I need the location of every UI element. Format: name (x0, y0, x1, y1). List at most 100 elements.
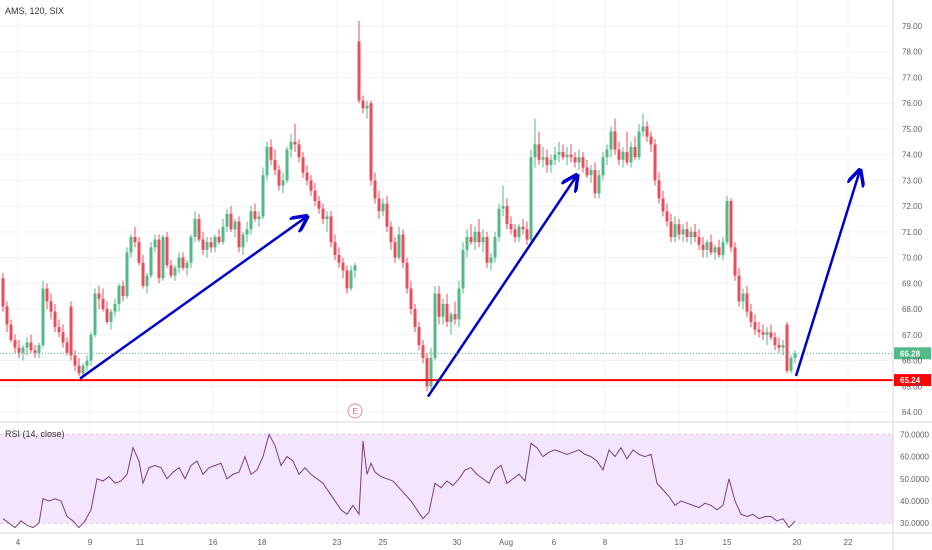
candle-up (489, 257, 493, 263)
candle-down (65, 342, 69, 353)
candle-down (733, 247, 737, 276)
candle-down (613, 131, 617, 150)
candle-up (621, 152, 625, 160)
candlestick-series (1, 20, 797, 392)
candle-down (345, 270, 349, 289)
rsi-line (2, 433, 796, 529)
candle-down (509, 224, 513, 230)
candle-up (517, 226, 521, 238)
candle-up (381, 203, 385, 212)
candle-down (69, 306, 73, 356)
candle-down (737, 275, 741, 302)
candle-up (641, 126, 645, 132)
candle-down (73, 355, 77, 366)
rsi-pane (2, 433, 796, 529)
time-tick-label: 30 (453, 538, 462, 547)
candle-down (33, 350, 37, 353)
candle-up (245, 229, 249, 235)
candle-down (297, 144, 301, 158)
candle-up (781, 345, 785, 348)
candle-up (285, 149, 289, 181)
candle-down (141, 262, 145, 286)
rsi-tick-label: 70.0000 (900, 430, 929, 439)
candle-down (685, 229, 689, 238)
candle-down (521, 226, 525, 230)
candle-down (357, 41, 361, 101)
candle-down (405, 262, 409, 289)
rsi-tick-label: 30.0000 (900, 519, 929, 528)
candle-up (465, 237, 469, 250)
candle-down (305, 172, 309, 181)
candle-down (45, 288, 49, 302)
candle-up (457, 288, 461, 320)
candle-down (453, 314, 457, 320)
candle-down (209, 242, 213, 248)
candle-down (341, 262, 345, 271)
candle-down (77, 365, 81, 374)
candle-down (485, 237, 489, 263)
candle-down (413, 309, 417, 328)
candle-down (133, 237, 137, 243)
candle-down (437, 293, 441, 317)
candle-down (401, 234, 405, 263)
trend-arrow (79, 216, 307, 380)
candle-down (409, 288, 413, 310)
candle-down (709, 242, 713, 253)
last-price-value: 66.28 (900, 349, 921, 358)
candle-up (21, 347, 25, 353)
price-tick-label: 65.00 (902, 382, 923, 391)
candle-down (525, 229, 529, 240)
candle-down (197, 219, 201, 240)
candle-up (161, 237, 165, 279)
candle-up (153, 239, 157, 248)
candle-down (717, 247, 721, 256)
candle-up (125, 252, 129, 297)
candle-down (301, 157, 305, 173)
candle-up (213, 237, 217, 248)
candle-up (189, 237, 193, 263)
candle-up (705, 242, 709, 250)
candle-up (501, 206, 505, 209)
candle-down (505, 206, 509, 225)
candle-up (37, 345, 41, 353)
drawing-annotations: 66.28 65.24 (0, 170, 931, 398)
candle-up (553, 154, 557, 160)
candle-up (241, 234, 245, 248)
candle-up (349, 270, 353, 289)
candle-down (373, 180, 377, 199)
candle-up (193, 219, 197, 238)
candle-down (97, 293, 101, 299)
candle-down (49, 301, 53, 312)
support-level-tag (894, 374, 931, 387)
candle-up (249, 211, 253, 230)
candle-up (85, 360, 89, 366)
candle-down (273, 159, 277, 171)
price-tick-label: 69.00 (902, 279, 923, 288)
candle-down (393, 242, 397, 258)
last-price-tag (894, 347, 931, 360)
earnings-marker-icon[interactable] (347, 403, 363, 419)
candle-up (589, 170, 593, 176)
candle-up (173, 267, 177, 276)
rsi-tick-label: 60.0000 (900, 453, 929, 462)
time-tick-label: 22 (844, 538, 853, 547)
candle-down (9, 324, 13, 340)
candle-up (689, 231, 693, 238)
candle-up (353, 265, 357, 271)
candle-down (13, 339, 17, 348)
candle-up (177, 257, 181, 268)
candle-down (29, 342, 33, 351)
candle-up (497, 208, 501, 238)
candle-up (713, 247, 717, 253)
candle-up (493, 237, 497, 258)
candle-up (461, 249, 465, 289)
time-tick-label: 8 (603, 538, 608, 547)
candle-up (529, 157, 533, 240)
candle-down (661, 198, 665, 212)
candle-down (121, 285, 125, 297)
candle-up (145, 275, 149, 286)
candle-down (697, 237, 701, 245)
rsi-label: RSI (14, close) (5, 429, 65, 439)
price-tick-label: 66.00 (902, 357, 923, 366)
